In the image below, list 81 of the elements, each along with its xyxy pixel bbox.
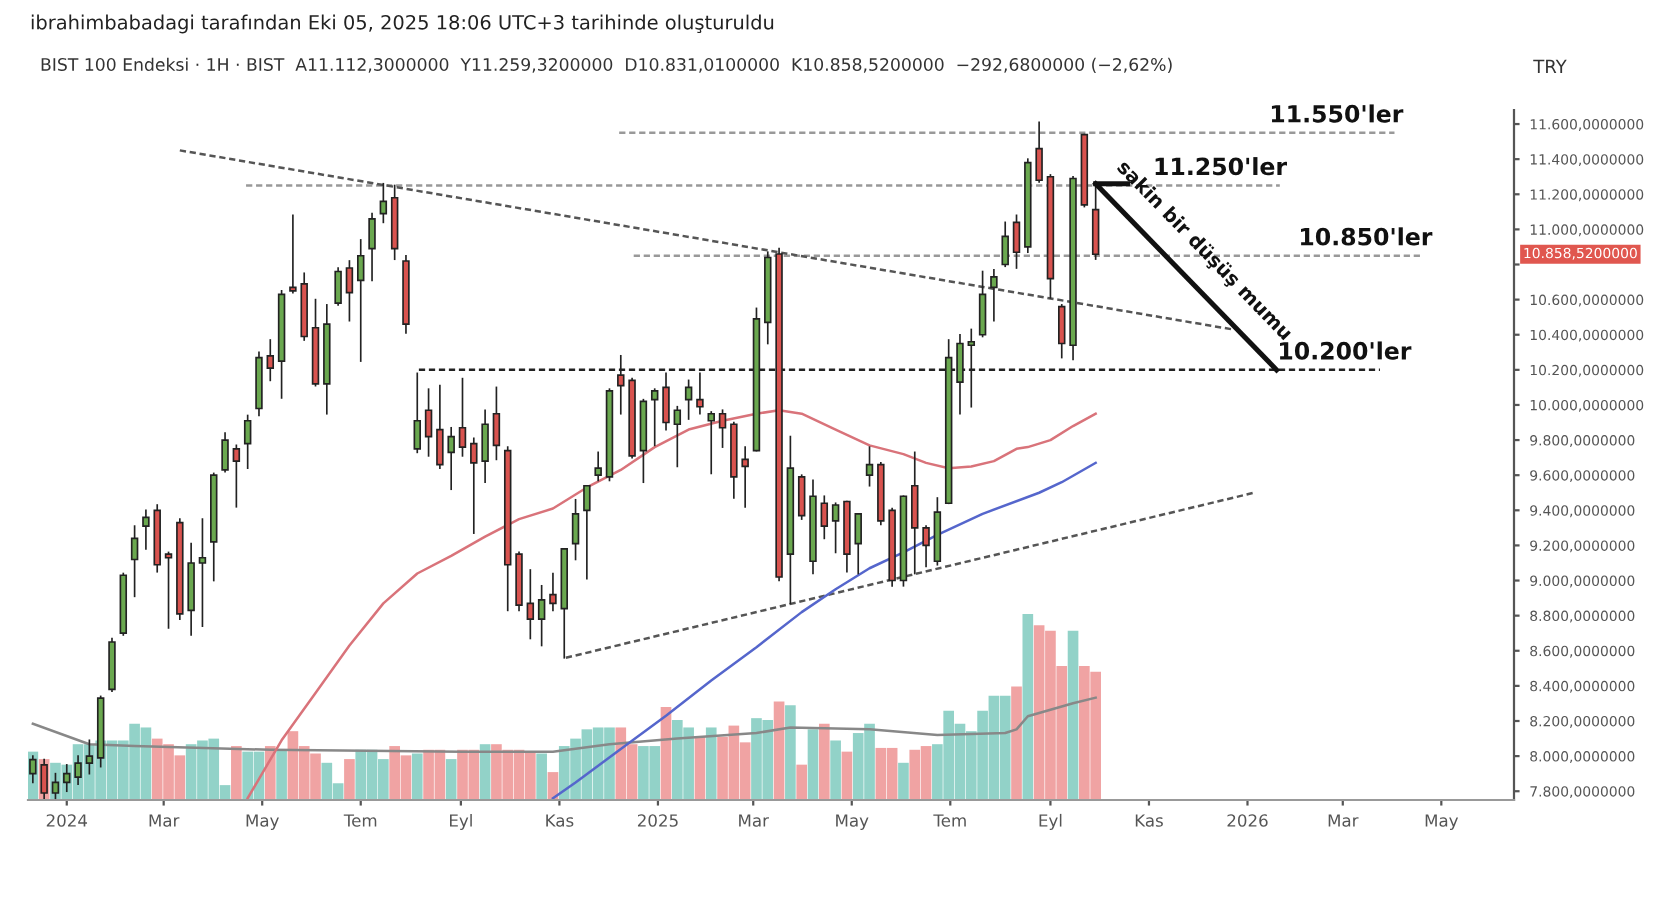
candlestick xyxy=(662,372,670,431)
candlestick xyxy=(232,444,241,508)
candlestick xyxy=(198,518,207,628)
candlestick xyxy=(1057,304,1066,359)
candlestick xyxy=(243,414,252,470)
bar xyxy=(231,746,242,800)
x-tick-label: Mar xyxy=(1328,814,1359,827)
candlestick xyxy=(911,451,919,575)
candlestick xyxy=(1091,183,1100,260)
candlestick xyxy=(1012,214,1021,269)
bar xyxy=(276,749,287,800)
bar xyxy=(841,751,853,800)
candlestick xyxy=(922,525,930,568)
candlestick xyxy=(583,484,591,580)
candlestick xyxy=(356,239,365,362)
x-tick-label: May xyxy=(246,814,279,831)
x-tick-label: Mar xyxy=(149,814,180,827)
candlestick xyxy=(797,474,806,520)
candlestick xyxy=(526,569,535,640)
candlestick xyxy=(424,388,433,457)
x-tick-label: 2025 xyxy=(637,814,678,827)
candlestick xyxy=(368,212,376,282)
candlestick xyxy=(831,502,840,554)
candlestick xyxy=(707,411,715,475)
candlestick xyxy=(492,386,501,461)
candlestick xyxy=(266,339,275,382)
chart-title: ibrahimbabadagi tarafından Eki 05, 2025 18:06 UTC+3 tarihinde oluşturuldu xyxy=(31,14,774,34)
candlestick xyxy=(990,268,998,322)
x-tick-label: Eyl xyxy=(1039,813,1062,831)
x-tick-label: Tem xyxy=(933,814,966,827)
bar xyxy=(705,727,717,800)
candlestick xyxy=(594,451,602,482)
bar xyxy=(536,753,547,800)
candlestick xyxy=(865,446,874,487)
x-tick-label: Eyl xyxy=(450,813,472,831)
x-tick-label: May xyxy=(1425,814,1459,831)
candlestick xyxy=(221,432,229,473)
x-tick-label: Tem xyxy=(343,814,377,827)
bar xyxy=(445,759,457,800)
candlestick xyxy=(820,495,829,540)
candlestick xyxy=(379,182,388,224)
candlestick xyxy=(549,572,557,612)
candlestick xyxy=(684,379,693,420)
candlestick xyxy=(164,551,173,629)
annotation: 10.850'ler xyxy=(1301,227,1433,246)
candlestick xyxy=(978,270,987,338)
candlestick xyxy=(413,372,422,454)
bar xyxy=(785,705,796,800)
bar xyxy=(898,762,909,800)
bar xyxy=(1011,686,1022,800)
candlestick xyxy=(571,498,580,561)
candlestick xyxy=(334,267,342,306)
annotation: 10.200'ler xyxy=(1280,341,1412,360)
bar xyxy=(830,740,841,800)
x-tick-label: 2024 xyxy=(46,814,88,827)
bar xyxy=(807,729,819,800)
x-tick-label: 2026 xyxy=(1227,814,1268,827)
candlestick xyxy=(108,637,116,692)
bar xyxy=(818,723,830,800)
candlestick xyxy=(718,409,727,448)
bar xyxy=(411,753,423,800)
x-tick-label: Kas xyxy=(1135,814,1163,827)
bar xyxy=(796,764,808,800)
candlestick xyxy=(130,525,139,598)
chart-subtitle: BIST 100 Endeksi · 1H · BIST A11.112,3000000 Y11.259,3200000 D10.831,0100000 K10.858,5200000 −292,6800000 (−2,62%) xyxy=(41,57,1172,74)
bar xyxy=(1022,614,1034,800)
x-tick-label: May xyxy=(836,814,869,831)
candlestick xyxy=(345,260,354,322)
candlestick xyxy=(650,388,659,447)
bar xyxy=(773,701,785,800)
candlestick xyxy=(458,377,467,457)
x-tick-label: Kas xyxy=(546,814,574,827)
x-tick-label: Mar xyxy=(739,814,769,827)
candlestick xyxy=(673,405,682,468)
bar xyxy=(694,736,706,800)
candlestick xyxy=(537,584,546,647)
text: TRY xyxy=(1533,59,1567,73)
annotation: 11.550'ler xyxy=(1271,104,1404,123)
bar xyxy=(1067,630,1079,800)
bar xyxy=(344,759,355,800)
candlestick xyxy=(1001,221,1009,268)
